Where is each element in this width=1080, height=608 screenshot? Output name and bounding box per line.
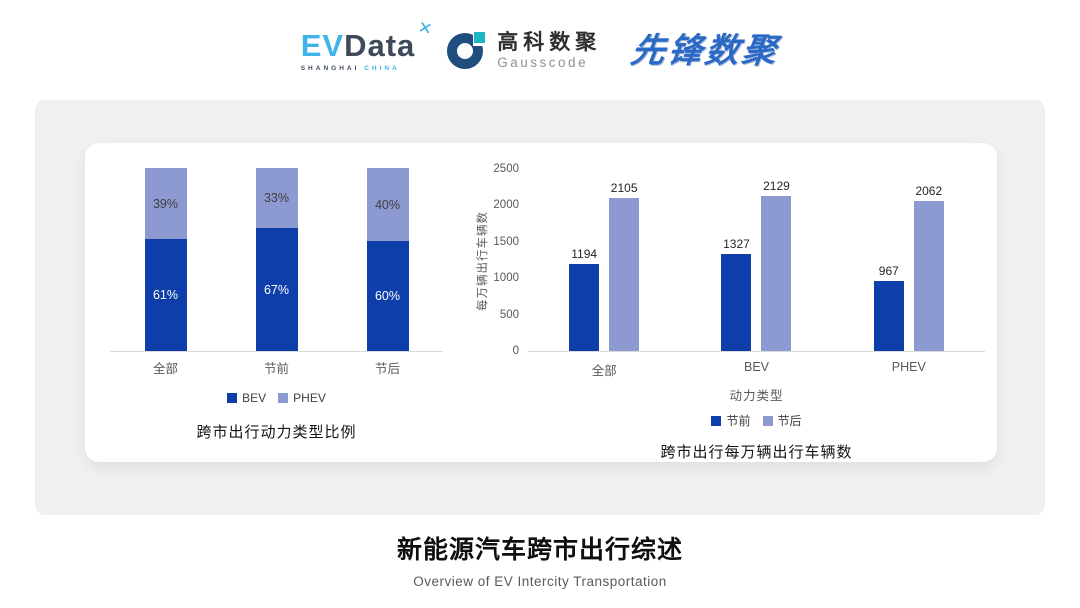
bar-节后: 2105 — [609, 181, 640, 351]
legend-swatch — [227, 393, 238, 403]
logo-bar: EVData ✕ SHANGHAI CHINA 高科数聚 Gausscode 先… — [0, 16, 1080, 86]
bar-group-slot: 1327 2129 — [680, 170, 832, 351]
bar-slot: 40% 60% — [332, 168, 443, 351]
gausscode-logo: 高科数聚 Gausscode — [445, 30, 601, 72]
legend-item: BEV — [227, 391, 266, 405]
grouped-chart: 每万辆出行车辆数 0 500 1000 1500 2000 2500 1194 2105 132… — [477, 163, 985, 462]
bar-group: 1194 2105 — [569, 181, 640, 351]
category-label: 节前 — [263, 362, 289, 376]
y-tick-label: 500 — [499, 308, 519, 321]
stacked-chart: 39% 61% 33% 67% 40% 60% 全部 节前 节后 BEV PHEV 跨市出行动力… — [110, 168, 443, 442]
g-ring-shape — [447, 33, 484, 69]
gausscode-g-icon — [445, 30, 490, 72]
bar-value-label: 1327 — [723, 237, 750, 251]
stacked-chart-title: 跨市出行动力类型比例 — [196, 424, 357, 441]
y-tick-label: 1000 — [493, 272, 519, 285]
evdata-shanghai-text: SHANGHAI — [300, 65, 360, 72]
evdata-data-text: Data — [344, 28, 416, 63]
bar-节后: 2062 — [913, 184, 944, 351]
grouped-chart-xlabel: 动力类型 — [729, 389, 784, 403]
legend-swatch — [762, 415, 773, 426]
y-tick-label: 2000 — [493, 199, 519, 212]
bar-节前: 1194 — [569, 247, 600, 351]
stacked-chart-categories: 全部 节前 节后 — [110, 358, 443, 377]
legend-label: 节后 — [777, 414, 802, 428]
grouped-chart-legend: 节前 节后 — [528, 412, 985, 429]
legend-label: 节前 — [726, 414, 751, 428]
stacked-bar: 33% 67% — [255, 168, 298, 351]
bar-value-label: 2105 — [610, 181, 638, 195]
y-tick-label: 2500 — [493, 163, 519, 175]
bar-节前: 967 — [873, 264, 904, 351]
content-panel: 39% 61% 33% 67% 40% 60% 全部 节前 节后 BEV PHEV 跨市出行动力… — [35, 100, 1045, 515]
stacked-bar: 40% 60% — [366, 168, 409, 351]
footer: 新能源汽车跨市出行综述 Overview of EV Intercity Tra… — [0, 530, 1080, 589]
pinwheel-icon: ✕ — [416, 17, 436, 40]
pioneer-logo: 先锋数聚 — [628, 32, 782, 70]
bar-segment-bev: 60% — [366, 241, 409, 351]
gausscode-cn-text: 高科数聚 — [497, 30, 602, 54]
legend-item: PHEV — [278, 391, 326, 405]
bar-value-label: 967 — [878, 264, 899, 278]
bar-value-label: 2062 — [915, 184, 943, 198]
bar-slot: 33% 67% — [221, 168, 332, 351]
y-tick-label: 0 — [512, 345, 519, 357]
legend-label: PHEV — [293, 391, 326, 405]
bar-group: 1327 2129 — [721, 179, 792, 351]
y-tick-label: 1500 — [493, 235, 519, 248]
stacked-chart-legend: BEV PHEV — [110, 391, 443, 405]
bar-value-label: 1194 — [571, 247, 598, 261]
gausscode-en-text: Gausscode — [497, 54, 589, 70]
bar-group-slot: 967 2062 — [833, 170, 985, 351]
legend-label: BEV — [242, 391, 267, 405]
chart-card: 39% 61% 33% 67% 40% 60% 全部 节前 节后 BEV PHEV 跨市出行动力… — [85, 143, 997, 462]
category-label: 全部 — [152, 362, 178, 376]
evdata-logo: EVData ✕ SHANGHAI CHINA — [300, 18, 435, 72]
bar-group: 967 2062 — [873, 184, 944, 351]
legend-swatch — [711, 415, 722, 426]
category-label: BEV — [743, 360, 769, 374]
legend-swatch — [278, 393, 289, 403]
g-teal-square — [474, 32, 486, 43]
bar-segment-phev: 33% — [255, 168, 298, 229]
grouped-chart-categories: 全部 BEV PHEV — [528, 360, 985, 379]
legend-item: 节前 — [711, 412, 751, 429]
bar-group-slot: 1194 2105 — [528, 170, 680, 351]
evdata-subline: SHANGHAI CHINA — [301, 65, 400, 72]
legend-item: 节后 — [762, 412, 802, 429]
bar-segment-phev: 39% — [144, 168, 187, 240]
grouped-chart-plot: 每万辆出行车辆数 0 500 1000 1500 2000 2500 1194 2105 132… — [477, 163, 985, 357]
bar-节前: 1327 — [721, 237, 752, 351]
bar-segment-phev: 40% — [366, 168, 409, 242]
category-label: 全部 — [591, 364, 617, 378]
bar-slot: 39% 61% — [110, 168, 221, 351]
stacked-chart-plot: 39% 61% 33% 67% 40% 60% — [110, 168, 443, 352]
grouped-chart-title: 跨市出行每万辆出行车辆数 — [660, 444, 853, 461]
category-label: PHEV — [891, 360, 926, 374]
evdata-wordmark: EVData ✕ — [300, 18, 435, 63]
bar-节后: 2129 — [761, 179, 792, 351]
category-label: 节后 — [374, 362, 400, 376]
page-subtitle: Overview of EV Intercity Transportation — [413, 574, 667, 589]
stacked-bar: 39% 61% — [144, 168, 187, 351]
gausscode-texts: 高科数聚 Gausscode — [497, 30, 602, 70]
evdata-china-text: CHINA — [364, 65, 400, 72]
evdata-ev-text: EV — [300, 28, 345, 63]
bar-value-label: 2129 — [763, 179, 790, 193]
grouped-chart-ylabel: 每万辆出行车辆数 — [477, 211, 489, 311]
bar-segment-bev: 61% — [144, 239, 187, 351]
page-title: 新能源汽车跨市出行综述 — [396, 536, 683, 564]
bar-segment-bev: 67% — [255, 228, 298, 351]
